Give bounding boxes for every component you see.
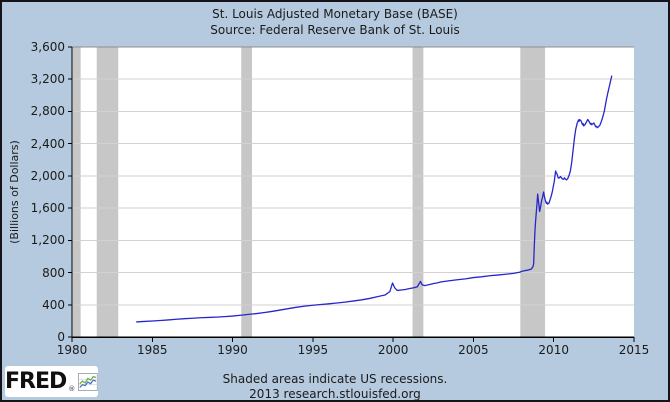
y-tick-label: 0: [57, 330, 65, 344]
plot-area: [68, 46, 635, 342]
chart-title: St. Louis Adjusted Monetary Base (BASE): [212, 7, 458, 21]
chart-subtitle: Source: Federal Reserve Bank of St. Loui…: [210, 23, 460, 37]
x-tick-label: 2010: [538, 343, 569, 357]
x-tick-label: 1980: [56, 343, 88, 357]
x-tick-label: 1990: [217, 343, 248, 357]
y-tick-label: 3,600: [30, 40, 65, 54]
y-tick-label: 800: [42, 265, 65, 280]
y-tick-label: 400: [42, 297, 65, 312]
recession-band: [96, 47, 119, 337]
fred-logo-chart-icon: [78, 372, 98, 391]
recession-band: [520, 47, 546, 337]
y-tick-label: 2,400: [30, 136, 65, 151]
logo-chart-line-green: [79, 375, 97, 384]
x-tick-label: 2000: [377, 343, 409, 357]
x-tick-label: 2005: [458, 343, 489, 357]
y-tick-label: 1,600: [30, 201, 65, 216]
x-tick-label: 2015: [618, 343, 650, 357]
recession-band: [412, 47, 424, 337]
y-tick-label: 1,200: [30, 233, 65, 248]
recession-note: Shaded areas indicate US recessions.: [222, 372, 448, 386]
recession-band: [72, 47, 81, 337]
fred-logo-text: FRED: [5, 368, 67, 394]
y-tick-label: 2,000: [30, 168, 65, 183]
fred-logo: FRED ®: [5, 366, 98, 397]
x-tick-label: 1995: [297, 343, 329, 357]
source-credit: 2013 research.stlouisfed.org: [249, 387, 421, 401]
y-axis-title: (Billions of Dollars): [8, 140, 21, 244]
recession-band: [241, 47, 253, 337]
plot-background: [72, 47, 634, 337]
y-tick-label: 3,200: [30, 72, 65, 87]
registered-trademark-icon: ®: [68, 385, 76, 393]
x-tick-label: 1985: [137, 343, 168, 357]
logo-chart-line-blue: [79, 378, 97, 388]
y-tick-label: 2,800: [30, 104, 65, 119]
data-line: [136, 75, 613, 323]
